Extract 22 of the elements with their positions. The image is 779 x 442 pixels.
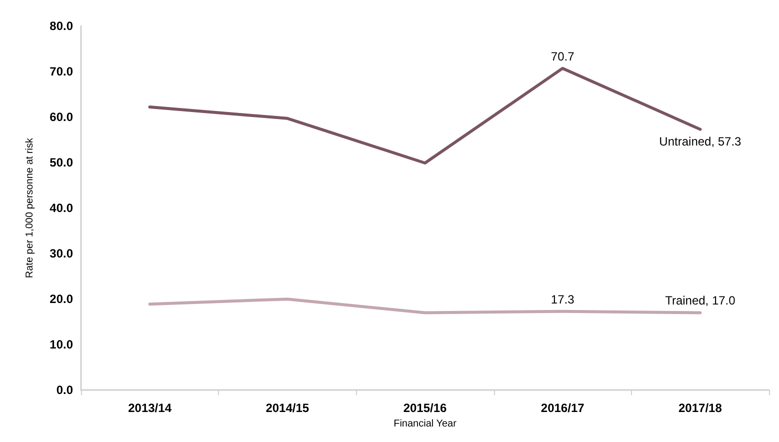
x-tick-label: 2015/16 [403, 401, 448, 416]
y-tick-label: 0.0 [56, 383, 74, 398]
y-tick-label: 70.0 [50, 64, 74, 79]
series-label: Trained [665, 294, 706, 308]
y-tick-label: 10.0 [50, 338, 74, 352]
y-tick-label: 20.0 [50, 292, 74, 306]
y-tick-label: 30.0 [50, 246, 74, 261]
x-tick-label: 2014/15 [266, 401, 310, 416]
x-tick-label: 2016/17 [540, 401, 585, 416]
data-label: 70.7 [550, 49, 575, 64]
x-tick-label: 2017/18 [678, 401, 722, 416]
data-label: , 17.0 [705, 294, 736, 308]
data-label: , 57.3 [711, 134, 742, 148]
data-label: 17.3 [550, 292, 575, 306]
y-tick-label: 60.0 [50, 110, 74, 124]
x-axis-title: Financial Year [394, 418, 458, 430]
y-axis-title: Rate per 1,000 personne at risk [24, 137, 36, 278]
y-tick-label: 40.0 [50, 201, 74, 216]
y-tick-label: 50.0 [50, 156, 74, 170]
y-tick-label: 80.0 [50, 19, 74, 33]
x-tick-label: 2013/14 [128, 401, 172, 416]
series-label: Untrained [659, 134, 712, 148]
